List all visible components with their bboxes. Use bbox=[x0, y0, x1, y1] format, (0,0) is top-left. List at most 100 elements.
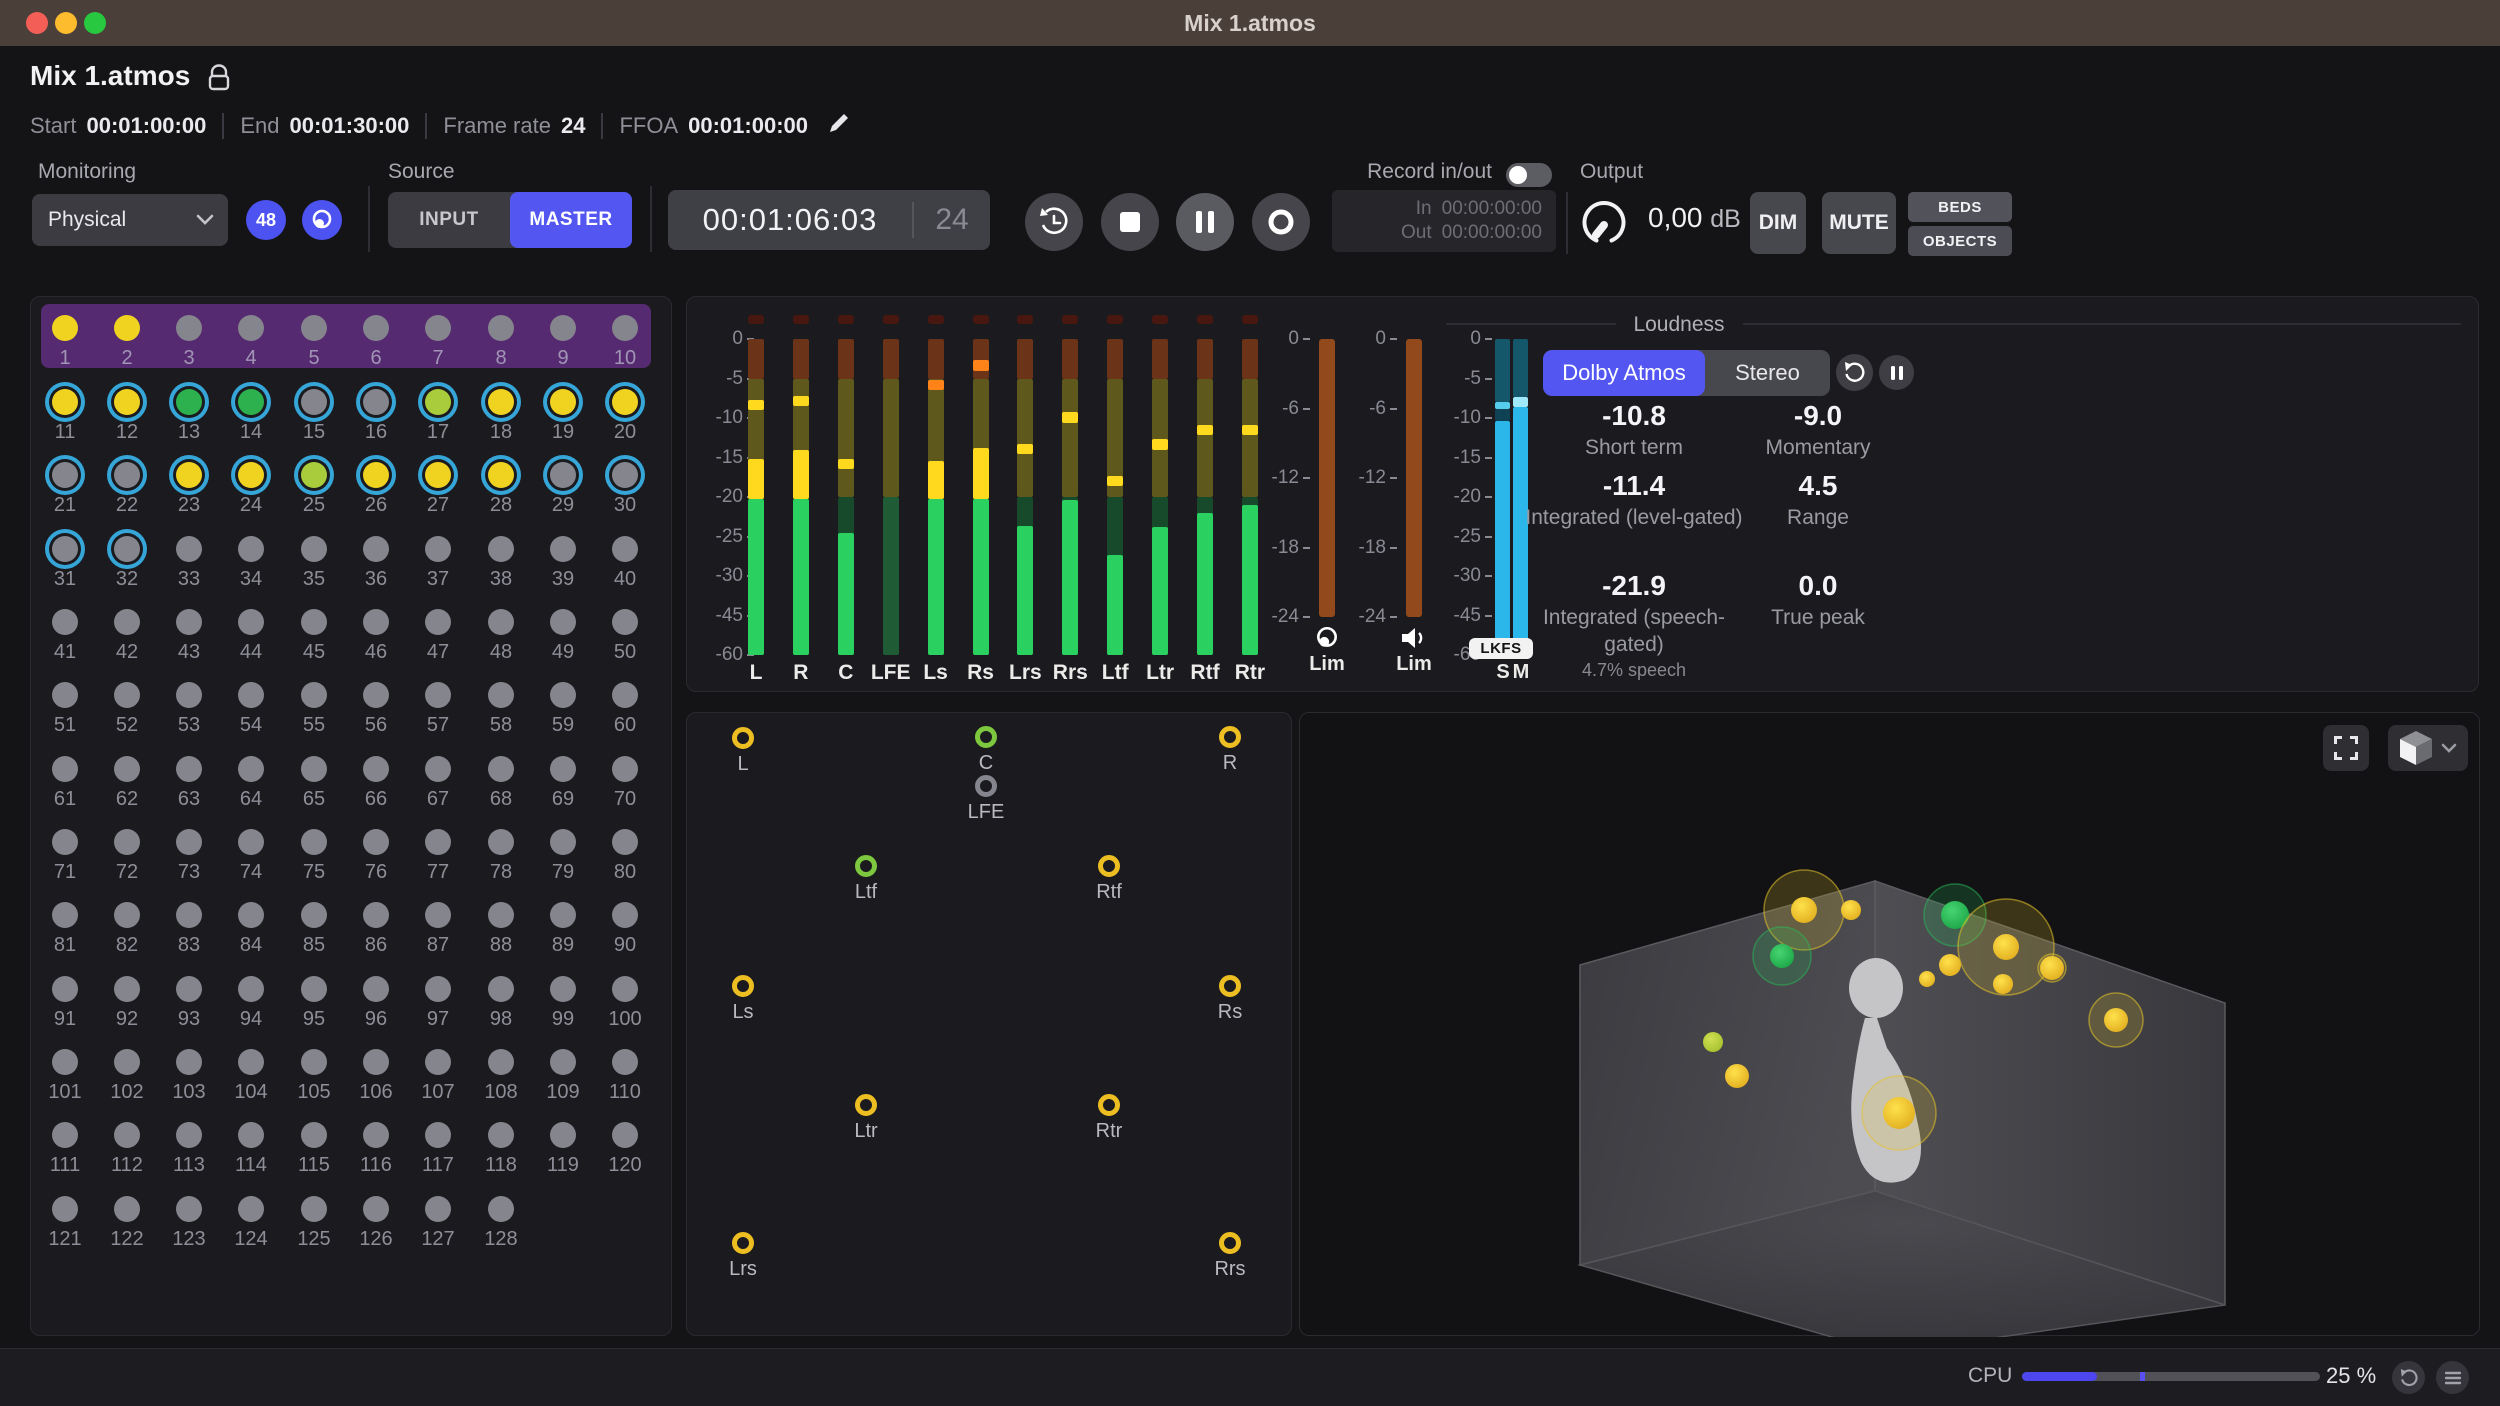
channel-number-47: 47 bbox=[426, 641, 450, 663]
audio-object-5[interactable] bbox=[1993, 934, 2019, 960]
audio-object-7[interactable] bbox=[1993, 974, 2013, 994]
stat-sub: 4.7% speech bbox=[1581, 660, 1687, 680]
limiter-label: Lim bbox=[1309, 653, 1345, 675]
audio-object-3[interactable] bbox=[1770, 944, 1794, 968]
tab-dolby-atmos[interactable]: Dolby Atmos bbox=[1543, 350, 1705, 396]
over-indicator bbox=[837, 315, 854, 324]
return-to-start-button[interactable] bbox=[1025, 193, 1083, 251]
channel-dot-34 bbox=[238, 536, 264, 562]
audio-object-13[interactable] bbox=[1883, 1097, 1915, 1129]
objects-button[interactable]: OBJECTS bbox=[1908, 226, 2012, 256]
tick-mark bbox=[1390, 338, 1397, 340]
loudness-title: Loudness bbox=[1633, 313, 1725, 336]
stop-button[interactable] bbox=[1101, 193, 1159, 251]
lit-green bbox=[748, 499, 764, 655]
frame-rate-value: 24 bbox=[560, 113, 586, 138]
pause-button[interactable] bbox=[1176, 193, 1234, 251]
channel-number-68: 68 bbox=[489, 788, 513, 810]
audio-object-2[interactable] bbox=[1841, 900, 1861, 920]
beds-button[interactable]: BEDS bbox=[1908, 192, 2012, 222]
channel-dot-26 bbox=[363, 462, 389, 488]
lit-mark bbox=[1152, 439, 1169, 450]
source-master-button[interactable]: MASTER bbox=[510, 192, 632, 248]
audio-object-1[interactable] bbox=[1791, 897, 1817, 923]
record-button[interactable] bbox=[1252, 193, 1310, 251]
over-indicator bbox=[1152, 315, 1169, 324]
output-knob[interactable] bbox=[1582, 201, 1626, 250]
stat-label: True peak bbox=[1771, 606, 1865, 629]
channel-number-34: 34 bbox=[239, 568, 263, 590]
channel-number-79: 79 bbox=[551, 861, 575, 883]
channel-dot-100 bbox=[612, 976, 638, 1002]
channel-dot-75 bbox=[301, 829, 327, 855]
loudness-reset-button[interactable] bbox=[1836, 354, 1873, 391]
divider bbox=[1566, 192, 1568, 254]
fullscreen-button[interactable] bbox=[2323, 725, 2369, 771]
channel-dot-109 bbox=[550, 1049, 576, 1075]
log-menu-button[interactable] bbox=[2436, 1361, 2469, 1394]
channel-dot-119 bbox=[550, 1122, 576, 1148]
monitoring-device-dropdown[interactable]: Physical bbox=[32, 194, 228, 246]
edit-pencil-icon[interactable] bbox=[826, 110, 852, 142]
channel-dot-122 bbox=[114, 1196, 140, 1222]
audio-object-4[interactable] bbox=[1941, 901, 1969, 929]
loudness-pause-button[interactable] bbox=[1879, 355, 1914, 390]
out-label: Out bbox=[1401, 222, 1432, 243]
close-window-button[interactable] bbox=[26, 12, 48, 34]
sample-rate-badge[interactable]: 48 bbox=[246, 200, 286, 240]
audio-object-8[interactable] bbox=[2040, 956, 2064, 980]
channel-number-55: 55 bbox=[302, 714, 326, 736]
channel-number-126: 126 bbox=[359, 1228, 393, 1250]
channel-dot-48 bbox=[488, 609, 514, 635]
lit-green bbox=[1197, 512, 1213, 655]
channel-dot-74 bbox=[238, 829, 264, 855]
minimize-window-button[interactable] bbox=[55, 12, 77, 34]
channel-dot-116 bbox=[363, 1122, 389, 1148]
channel-number-127: 127 bbox=[421, 1228, 455, 1250]
audio-object-10[interactable] bbox=[2104, 1008, 2128, 1032]
audio-object-9[interactable] bbox=[1919, 971, 1935, 987]
audio-object-11[interactable] bbox=[1703, 1032, 1723, 1052]
room-3d-scene[interactable] bbox=[1300, 713, 2481, 1337]
view-mode-button[interactable] bbox=[2388, 725, 2468, 771]
lit-yellow bbox=[927, 461, 944, 500]
lim-scale-tick: -12 bbox=[1271, 467, 1299, 488]
dim-button[interactable]: DIM bbox=[1750, 192, 1806, 254]
channel-dot-60 bbox=[612, 682, 638, 708]
channel-dot-85 bbox=[301, 902, 327, 928]
lit-yellow bbox=[748, 459, 764, 500]
tick-mark bbox=[1485, 456, 1492, 459]
record-inout-toggle[interactable] bbox=[1506, 163, 1552, 187]
lkfs-bar-S bbox=[1495, 297, 1510, 693]
audio-object-12[interactable] bbox=[1725, 1064, 1749, 1088]
mute-button[interactable]: MUTE bbox=[1822, 192, 1896, 254]
timecode-display[interactable]: 00:01:06:03 24 bbox=[668, 190, 990, 250]
source-input-button[interactable]: INPUT bbox=[419, 209, 479, 230]
cpu-reset-button[interactable] bbox=[2392, 1361, 2425, 1394]
speaker-Rtr bbox=[1098, 1094, 1120, 1116]
audio-object-6[interactable] bbox=[1939, 954, 1961, 976]
channel-dot-84 bbox=[238, 902, 264, 928]
end-value: 00:01:30:00 bbox=[289, 113, 410, 138]
pause-icon bbox=[1196, 211, 1214, 233]
lkfs-scale-tick: -20 bbox=[1453, 486, 1481, 507]
channel-dot-7 bbox=[425, 315, 451, 341]
tab-stereo[interactable]: Stereo bbox=[1735, 360, 1800, 385]
zoom-window-button[interactable] bbox=[84, 12, 106, 34]
input-channel-grid: 1 2 3 4 5 6 7 8 9 10 11 12 13 14 15 16 17 18 19 20 21 22 23 24 2… bbox=[30, 296, 672, 1336]
lim-scale-tick: -6 bbox=[1282, 397, 1299, 419]
binaural-monitor-button[interactable] bbox=[302, 200, 342, 240]
channel-number-87: 87 bbox=[426, 934, 450, 956]
channel-number-8: 8 bbox=[495, 347, 507, 369]
start-label: Start bbox=[30, 113, 77, 138]
lit-green bbox=[927, 499, 944, 655]
tick-mark bbox=[1303, 338, 1310, 340]
lit-mark bbox=[792, 395, 809, 407]
lock-icon[interactable] bbox=[206, 64, 232, 97]
channel-dot-14 bbox=[238, 389, 264, 415]
over-indicator bbox=[882, 315, 899, 324]
lkfs-scale-tick: 0 bbox=[1470, 328, 1481, 349]
frame-rate-label: Frame rate bbox=[443, 113, 551, 138]
lim-scale-tick: -12 bbox=[1358, 467, 1386, 488]
stat-label: Integrated (speech-gated) bbox=[1542, 606, 1726, 656]
